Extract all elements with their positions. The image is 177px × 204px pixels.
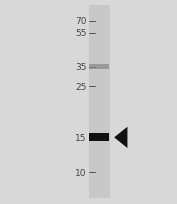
Polygon shape (114, 127, 127, 148)
Text: 55: 55 (75, 29, 87, 38)
Text: 15: 15 (75, 133, 87, 142)
Bar (89, 65, 109, 70)
Text: 25: 25 (75, 82, 87, 91)
Text: 10: 10 (75, 168, 87, 177)
Text: 35: 35 (75, 63, 87, 72)
Bar (89, 6, 110, 198)
Bar (89, 134, 109, 142)
Text: 70: 70 (75, 17, 87, 26)
